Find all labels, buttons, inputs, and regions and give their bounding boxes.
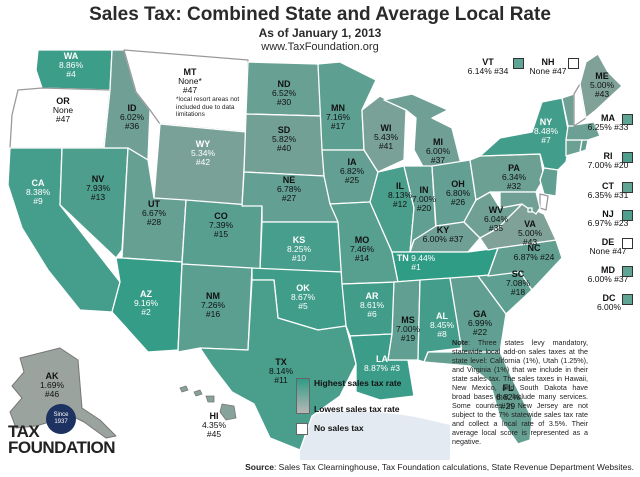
label-KS: KS 8.25% #10 <box>286 235 312 263</box>
label-ID: ID 6.02% #36 <box>119 103 145 131</box>
logo-line1: TAX <box>8 422 40 441</box>
label-LA: LA 8.87% #3 <box>364 354 400 373</box>
label-OH: OH 6.80% #26 <box>445 179 471 207</box>
label-PA: PA 6.34% #32 <box>501 163 527 191</box>
source-text: Source: Sales Tax Clearninghouse, Tax Fo… <box>245 462 634 472</box>
label-SC: SC 7.08% #18 <box>505 269 531 297</box>
label-VA: VA 5.00% #43 <box>517 219 543 247</box>
label-NE: NE 6.78% #27 <box>276 175 302 203</box>
state-MA[interactable] <box>565 121 601 141</box>
label-NM: NM 7.26% #16 <box>200 291 226 319</box>
state-ME[interactable] <box>579 53 623 119</box>
callout-CT: CT 6.35% #31 <box>587 181 629 200</box>
logo-line2: FOUNDATION <box>8 438 116 457</box>
legend-none-swatch <box>296 423 308 435</box>
tax-foundation-logo: Since 1937 TAX FOUNDATION <box>6 404 166 464</box>
callout-MD: MD 6.00% #37 <box>587 265 629 284</box>
callout-DE: DE None #47 <box>589 237 627 256</box>
state-HI[interactable] <box>179 385 237 421</box>
legend-none: No sales tax <box>314 423 364 433</box>
legend-gradient <box>296 378 310 414</box>
label-OR: OR None #47 <box>52 96 74 124</box>
label-TN: TN 9.44% #1 <box>396 253 436 272</box>
state-DE[interactable] <box>539 193 549 211</box>
state-NJ[interactable] <box>539 167 559 197</box>
label-WY: WY 5.34% #42 <box>190 139 216 167</box>
logo-seal: Since 1937 <box>46 404 76 434</box>
callout-RI: RI 7.00% #20 <box>587 151 629 170</box>
gulf-water <box>300 411 450 460</box>
callout-MA: MA 6.25% #33 <box>587 113 629 132</box>
swatch-DE <box>622 238 633 249</box>
label-MN: MN 7.16% #17 <box>325 103 351 131</box>
label-CA: CA 8.38% #9 <box>25 178 51 206</box>
label-WV: WV 6.04% #35 <box>483 205 509 233</box>
label-IN: IN 7.00% #20 <box>411 185 437 213</box>
state-WI[interactable] <box>361 95 407 173</box>
swatch-MA <box>622 114 633 125</box>
swatch-VT <box>513 58 524 69</box>
swatch-NJ <box>622 210 633 221</box>
label-OK: OK 8.67% #5 <box>290 283 316 311</box>
swatch-CT <box>622 182 633 193</box>
callout-NJ: NJ 6.97% #23 <box>587 209 629 228</box>
label-GA: GA 6.99% #22 <box>467 309 493 337</box>
label-AZ: AZ 9.16% #2 <box>133 289 159 317</box>
label-NC: NC 6.87% #24 <box>513 243 555 262</box>
swatch-RI <box>622 152 633 163</box>
website-url: www.TaxFoundation.org <box>261 41 379 53</box>
label-SD: SD 5.82% #40 <box>271 125 297 153</box>
state-DC[interactable] <box>527 207 533 213</box>
label-IA: IA 6.82% #25 <box>339 157 365 185</box>
label-AR: AR 8.61% #6 <box>359 291 385 319</box>
map-subtitle: As of January 1, 2013 <box>258 26 382 40</box>
label-NV: NV 7.93% #13 <box>85 174 111 202</box>
callout-NH: NH None #47 <box>529 57 567 76</box>
label-ND: ND 6.52% #30 <box>271 79 297 107</box>
label-MT: MT None* #47 <box>178 67 202 95</box>
map-title: Sales Tax: Combined State and Average Lo… <box>89 4 551 25</box>
label-IL: IL 8.13% #12 <box>387 181 413 209</box>
legend-high: Highest sales tax rate <box>314 378 402 388</box>
state-FL[interactable] <box>423 351 533 445</box>
label-FL: FL 6.62% #29 <box>495 383 521 411</box>
swatch-MD <box>622 266 633 277</box>
label-CO: CO 7.39% #15 <box>208 211 234 239</box>
label-WA: WA 8.86% #4 <box>58 51 84 79</box>
swatch-DC <box>622 294 633 305</box>
state-RI[interactable] <box>579 139 589 153</box>
label-UT: UT 6.67% #28 <box>141 199 167 227</box>
label-AL: AL 8.45% #8 <box>429 311 455 339</box>
callout-DC: DC 6.00% <box>596 293 622 312</box>
label-MI: MI 6.00% #37 <box>425 137 451 165</box>
label-ME: ME 5.00% #43 <box>589 71 615 99</box>
swatch-NH <box>568 58 579 69</box>
label-MO: MO 7.46% #14 <box>349 235 375 263</box>
label-TX: TX 8.14% #11 <box>268 357 294 385</box>
note-text: Note: Three states levy mandatory, state… <box>452 338 588 446</box>
label-WI: WI 5.43% #41 <box>373 123 399 151</box>
callout-VT: VT 6.14% #34 <box>467 57 509 76</box>
label-KY: KY 6.00% #37 <box>422 225 464 244</box>
label-AK: AK 1.69% #46 <box>39 371 65 399</box>
legend-low: Lowest sales tax rate <box>314 404 400 414</box>
mt-footnote: *local resort areas not included due to … <box>176 96 240 118</box>
label-MS: MS 7.00% #19 <box>395 315 421 343</box>
label-NY: NY 8.48% #7 <box>533 117 559 145</box>
label-HI: HI 4.35% #45 <box>201 411 227 439</box>
